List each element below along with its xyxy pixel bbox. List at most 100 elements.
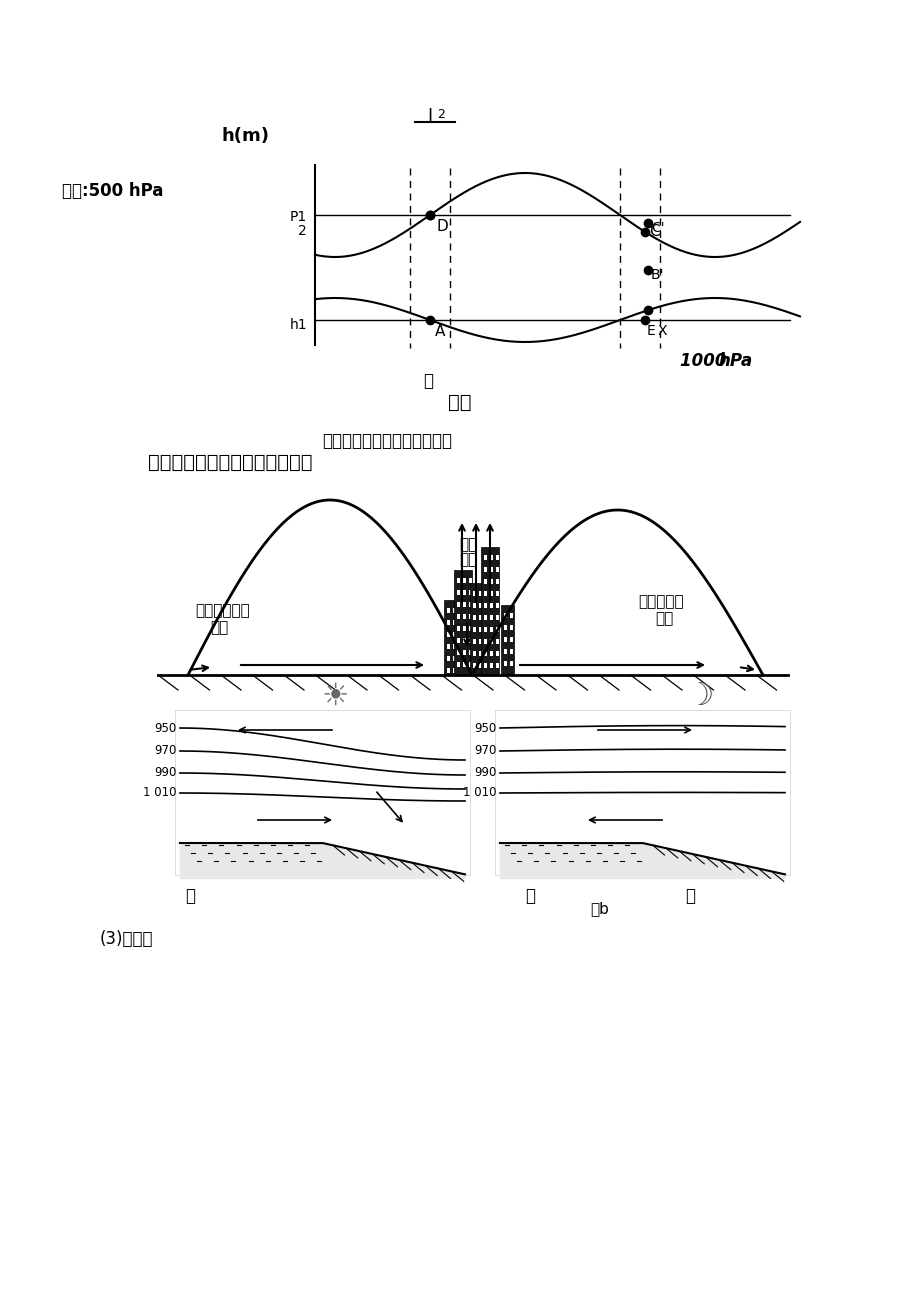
Bar <box>469 578 471 583</box>
Bar <box>457 602 460 608</box>
Bar <box>483 591 486 596</box>
Bar <box>483 556 486 559</box>
Bar <box>504 637 506 641</box>
Bar <box>501 605 514 675</box>
Bar <box>462 602 466 608</box>
Bar <box>490 639 493 644</box>
Bar <box>452 667 456 673</box>
Bar <box>481 546 498 675</box>
Bar <box>490 664 493 667</box>
Text: 1000: 1000 <box>679 353 732 369</box>
Bar <box>462 662 466 667</box>
Bar <box>457 650 460 654</box>
Text: 市区: 市区 <box>654 611 673 626</box>
Bar <box>495 650 498 656</box>
Bar <box>457 578 460 583</box>
Bar <box>479 639 482 644</box>
Text: l: l <box>427 108 432 126</box>
Text: ☽: ☽ <box>686 682 713 712</box>
Bar <box>452 644 456 649</box>
Bar <box>490 591 493 596</box>
Text: 由郊区流向，: 由郊区流向， <box>195 602 249 618</box>
Bar <box>483 579 486 584</box>
Text: 陋: 陋 <box>185 887 195 905</box>
Text: B': B' <box>651 268 664 282</box>
Bar <box>447 632 449 637</box>
Bar <box>479 615 482 621</box>
Bar <box>469 637 471 643</box>
Text: 970: 970 <box>474 744 496 757</box>
Bar <box>457 637 460 643</box>
Bar <box>483 664 486 667</box>
Bar <box>490 615 493 621</box>
Bar <box>495 615 498 621</box>
Bar <box>447 608 449 613</box>
Bar <box>452 632 456 637</box>
Bar <box>483 602 486 608</box>
Text: hPa: hPa <box>717 353 752 369</box>
Bar <box>483 650 486 656</box>
Bar <box>462 626 466 631</box>
Bar <box>462 637 466 643</box>
Bar <box>447 656 449 661</box>
Bar <box>495 639 498 644</box>
Bar <box>490 602 493 608</box>
Bar <box>457 614 460 619</box>
Bar <box>483 567 486 572</box>
Bar <box>490 650 493 656</box>
Bar <box>483 639 486 644</box>
Bar <box>175 710 470 876</box>
Bar <box>495 627 498 632</box>
Text: (3)山谷风: (3)山谷风 <box>100 930 153 948</box>
Text: h(m): h(m) <box>221 127 269 144</box>
Bar <box>479 591 482 596</box>
Bar <box>469 626 471 631</box>
Bar <box>509 613 513 618</box>
Bar <box>495 664 498 667</box>
Bar <box>472 602 475 608</box>
Bar <box>509 637 513 641</box>
Text: 970: 970 <box>154 744 176 757</box>
Text: 由郊区流时: 由郊区流时 <box>637 595 683 609</box>
Text: C': C' <box>651 221 664 235</box>
Text: 区: 区 <box>423 372 433 390</box>
Bar <box>472 627 475 632</box>
Bar <box>479 627 482 632</box>
Bar <box>447 644 449 649</box>
Bar <box>469 602 471 608</box>
Text: 990: 990 <box>154 766 176 779</box>
Bar <box>504 613 506 618</box>
Bar <box>479 664 482 667</box>
Text: 陋: 陋 <box>685 887 694 905</box>
Text: 950: 950 <box>474 722 496 735</box>
Bar <box>452 656 456 661</box>
Text: C: C <box>648 224 659 239</box>
Bar <box>469 614 471 619</box>
Bar <box>472 615 475 621</box>
Bar <box>509 649 513 654</box>
Bar <box>495 556 498 559</box>
Text: 上升: 上升 <box>459 537 477 552</box>
Bar <box>452 608 456 613</box>
Bar <box>462 578 466 583</box>
Text: 1 010: 1 010 <box>143 787 176 800</box>
Bar <box>452 621 456 624</box>
Bar <box>490 567 493 572</box>
Text: 2: 2 <box>298 224 307 238</box>
Text: 图b: 图b <box>589 902 608 916</box>
Text: ☀: ☀ <box>321 682 348 712</box>
Bar <box>495 591 498 596</box>
Text: 市区: 市区 <box>210 621 228 635</box>
Bar <box>504 661 506 666</box>
Bar <box>504 649 506 654</box>
Bar <box>469 589 471 595</box>
Bar <box>453 570 471 675</box>
Text: P1: P1 <box>289 209 307 224</box>
Text: 、常见的三种热力环流模式；: 、常见的三种热力环流模式； <box>322 432 451 450</box>
Text: 热区: 热区 <box>448 393 471 412</box>
Bar <box>447 667 449 673</box>
Bar <box>479 650 482 656</box>
Bar <box>504 624 506 630</box>
Text: h1: h1 <box>289 317 307 332</box>
Text: E: E <box>646 324 655 338</box>
